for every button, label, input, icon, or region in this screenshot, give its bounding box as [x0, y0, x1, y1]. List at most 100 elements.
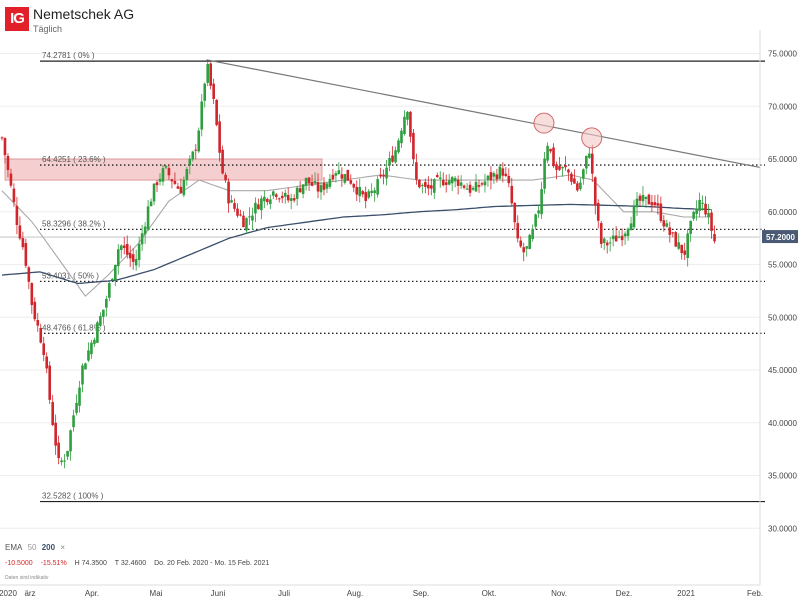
candle-body	[176, 186, 180, 189]
candle-body	[424, 181, 427, 187]
time-tick-label: Sep.	[413, 589, 429, 598]
time-axis: 2020 ärz Apr. Mai Juni Juli Aug. Sep. Okt. Nov. De…	[0, 584, 763, 598]
candle-body	[585, 155, 588, 169]
candle-body	[0, 137, 4, 139]
price-tick-label: 35.0000	[768, 472, 797, 481]
candle-body	[191, 151, 195, 160]
candle-body	[611, 235, 615, 240]
candle-body	[42, 343, 46, 356]
candle-body	[552, 147, 555, 167]
candle-body	[683, 250, 687, 255]
fib-level-label: 48.4766 ( 61.8% )	[42, 323, 106, 332]
candle-body	[677, 242, 681, 249]
candle-body	[218, 121, 221, 153]
candle-body	[6, 155, 10, 170]
candle-body	[680, 244, 684, 254]
candle-body	[140, 233, 144, 245]
candle-body	[516, 223, 520, 239]
candle-body	[480, 183, 484, 185]
candle-body	[590, 153, 594, 174]
candle-body	[27, 267, 31, 282]
candle-body	[546, 145, 549, 161]
candle-body	[15, 205, 19, 225]
candle-body	[122, 245, 126, 248]
candle-body	[689, 220, 692, 234]
candle-body	[474, 181, 478, 192]
fib-level-label: 64.4251 ( 23.6% )	[42, 155, 106, 164]
candle-body	[170, 179, 174, 182]
candle-body	[632, 206, 636, 228]
candle-body	[510, 185, 514, 204]
candle-body	[576, 183, 579, 191]
candle-body	[343, 174, 347, 183]
time-tick-label: Apr.	[85, 589, 99, 598]
candle-body	[155, 182, 159, 186]
candle-body	[599, 223, 603, 244]
candle-body	[78, 387, 81, 406]
price-change-percent: -15.51%	[40, 560, 67, 567]
candle-body	[489, 172, 493, 181]
candle-body	[579, 182, 582, 190]
candle-body	[346, 169, 350, 181]
candle-body	[263, 196, 266, 202]
candle-body	[388, 157, 391, 166]
time-tick-label: 2020	[0, 589, 17, 598]
candle-body	[113, 264, 117, 281]
candle-body	[149, 201, 153, 207]
candle-body	[313, 181, 317, 184]
candle-body	[668, 227, 672, 235]
ema-200-line	[1, 203, 711, 285]
candle-body	[376, 179, 379, 195]
candle-body	[349, 180, 353, 184]
candle-body	[337, 170, 341, 174]
candle-body	[608, 242, 612, 244]
candle-body	[111, 278, 114, 280]
candle-body	[507, 175, 511, 184]
candle-body	[671, 232, 675, 234]
period-high: H 74.3500	[74, 560, 107, 567]
candle-body	[498, 166, 502, 179]
time-tick-label: Feb.	[747, 589, 763, 598]
candle-body	[295, 187, 299, 199]
candle-body	[266, 198, 269, 203]
candle-body	[69, 430, 72, 452]
candle-body	[373, 190, 376, 193]
candle-body	[665, 223, 669, 227]
candle-body	[704, 203, 707, 215]
candle-body	[477, 185, 481, 187]
candle-body	[367, 191, 370, 198]
price-tick-label: 40.0000	[768, 419, 797, 428]
candle-body	[459, 182, 463, 186]
candle-body	[173, 180, 177, 184]
candle-body	[185, 169, 189, 180]
candle-body	[430, 185, 433, 189]
candle-body	[614, 235, 618, 242]
candle-body	[465, 188, 469, 190]
price-tick-label: 30.0000	[768, 524, 797, 533]
candle-body	[51, 402, 54, 426]
candle-body	[93, 339, 96, 344]
indicator-legend[interactable]: EMA 50 200 ×	[5, 543, 68, 552]
candle-body	[435, 175, 439, 178]
candle-body	[158, 178, 162, 182]
candle-body	[179, 186, 183, 194]
candle-body	[233, 203, 236, 209]
candle-body	[182, 179, 186, 196]
candle-body	[164, 165, 168, 168]
indicator-name: EMA	[5, 543, 23, 552]
candle-body	[573, 178, 576, 184]
candle-body	[334, 173, 338, 176]
candle-body	[24, 243, 28, 266]
candle-body	[325, 183, 329, 189]
candle-body	[298, 188, 302, 193]
candle-body	[60, 460, 63, 463]
candle-body	[116, 249, 120, 266]
price-tick-label: 75.0000	[768, 50, 797, 59]
price-change: -10.5000	[5, 560, 33, 567]
close-icon[interactable]: ×	[60, 543, 65, 552]
time-tick-label: 2021	[677, 589, 695, 598]
candle-body	[131, 254, 135, 262]
candle-body	[274, 194, 278, 197]
timeframe-label: Täglich	[33, 24, 63, 34]
